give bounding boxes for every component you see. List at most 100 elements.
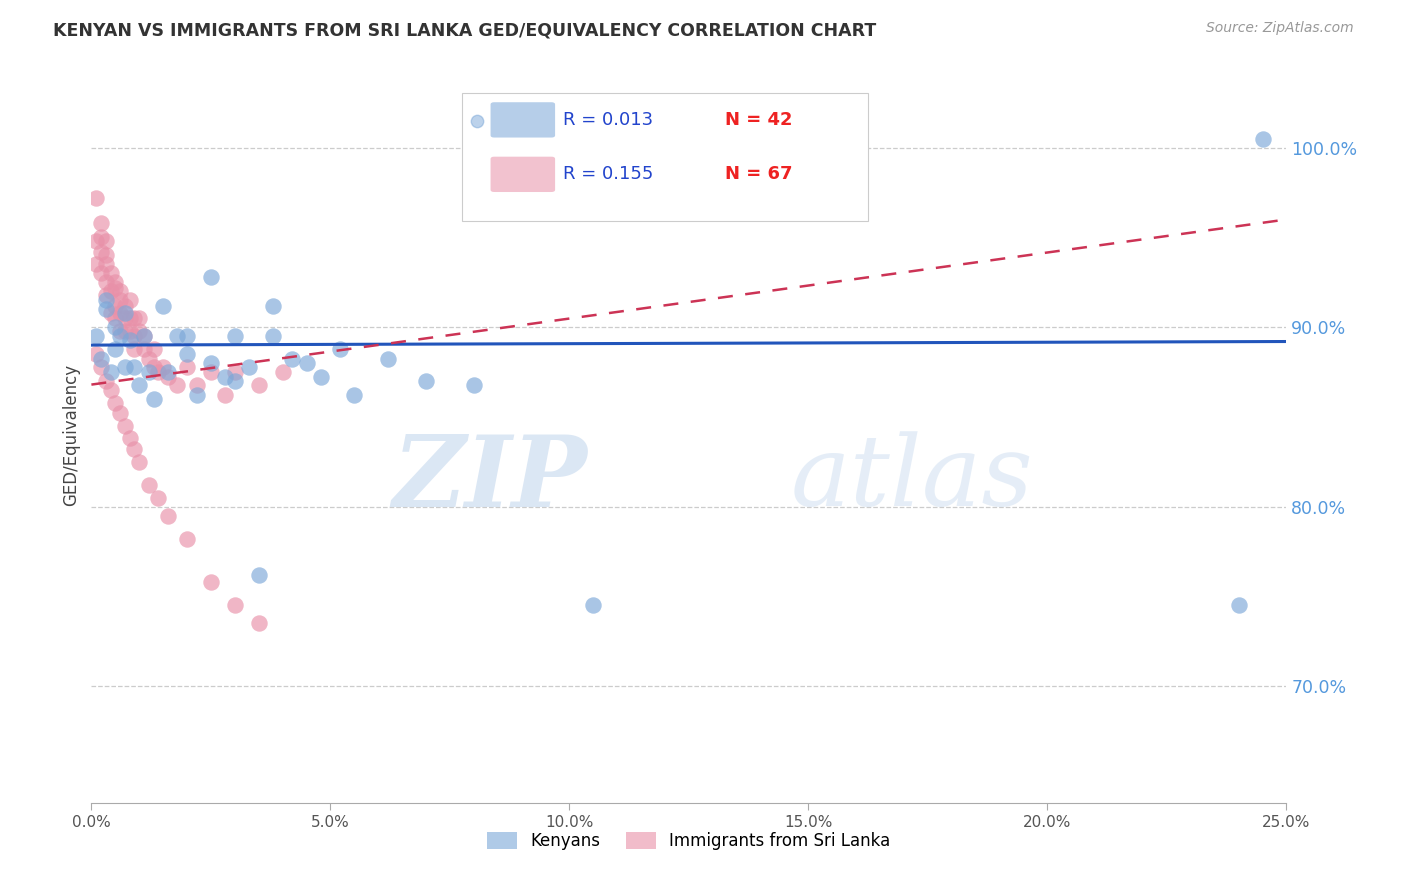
Point [108, 329, 131, 343]
Point [128, 324, 150, 338]
Point [1227, 599, 1250, 613]
Point [84, 234, 107, 248]
Point [104, 342, 127, 356]
Point [156, 508, 179, 523]
Point [100, 266, 122, 280]
Point [148, 365, 170, 379]
Point [118, 324, 141, 338]
Point [84, 257, 107, 271]
Point [200, 574, 222, 589]
Point [247, 377, 270, 392]
Point [176, 347, 198, 361]
Point [114, 299, 136, 313]
Point [200, 365, 222, 379]
FancyBboxPatch shape [491, 157, 555, 192]
Point [114, 306, 136, 320]
Point [108, 324, 131, 338]
Point [377, 352, 399, 367]
Point [118, 333, 141, 347]
Point [90, 266, 112, 280]
Point [132, 329, 155, 343]
Point [124, 329, 146, 343]
Text: N = 67: N = 67 [725, 165, 793, 183]
Point [415, 374, 437, 388]
Text: KENYAN VS IMMIGRANTS FROM SRI LANKA GED/EQUIVALENCY CORRELATION CHART: KENYAN VS IMMIGRANTS FROM SRI LANKA GED/… [53, 21, 877, 39]
Point [224, 365, 246, 379]
Point [90, 359, 112, 374]
Point [104, 299, 127, 313]
Point [124, 442, 146, 457]
Point [138, 478, 160, 492]
Text: R = 0.013: R = 0.013 [564, 111, 654, 128]
Y-axis label: GED/Equivalency: GED/Equivalency [62, 364, 80, 506]
Point [262, 299, 284, 313]
Point [118, 311, 141, 326]
Point [238, 359, 260, 374]
Point [128, 311, 150, 326]
Point [114, 324, 136, 338]
Point [114, 418, 136, 433]
Point [84, 191, 107, 205]
Point [200, 269, 222, 284]
Point [84, 329, 107, 343]
Point [128, 377, 150, 392]
Point [271, 365, 294, 379]
Point [124, 342, 146, 356]
Point [90, 244, 112, 259]
Point [142, 359, 165, 374]
Point [224, 329, 246, 343]
Point [214, 370, 236, 384]
Text: N = 42: N = 42 [725, 111, 793, 128]
Point [152, 299, 174, 313]
Point [90, 230, 112, 244]
Point [100, 306, 122, 320]
Point [1251, 131, 1274, 145]
Point [463, 377, 485, 392]
Point [142, 392, 165, 406]
Point [224, 374, 246, 388]
Point [138, 352, 160, 367]
Point [108, 293, 131, 308]
Point [186, 388, 208, 402]
Point [94, 234, 117, 248]
Point [132, 342, 155, 356]
Point [108, 285, 131, 299]
Point [152, 359, 174, 374]
Point [90, 216, 112, 230]
Point [94, 302, 117, 317]
Point [114, 311, 136, 326]
Point [124, 359, 146, 374]
Point [94, 248, 117, 262]
Point [132, 329, 155, 343]
Point [94, 374, 117, 388]
Point [94, 275, 117, 289]
Point [262, 329, 284, 343]
Point [104, 275, 127, 289]
Point [176, 532, 198, 546]
Point [343, 388, 366, 402]
Point [100, 365, 122, 379]
FancyBboxPatch shape [491, 103, 555, 137]
Point [118, 293, 141, 308]
Point [94, 288, 117, 302]
Text: ZIP: ZIP [392, 431, 588, 527]
Point [100, 383, 122, 397]
Point [114, 359, 136, 374]
Point [104, 320, 127, 334]
Point [295, 356, 318, 370]
Point [214, 388, 236, 402]
Point [104, 280, 127, 294]
Point [104, 311, 127, 326]
Point [156, 370, 179, 384]
Legend: Kenyans, Immigrants from Sri Lanka: Kenyans, Immigrants from Sri Lanka [481, 825, 897, 857]
Point [84, 347, 107, 361]
Point [124, 311, 146, 326]
Point [329, 342, 352, 356]
Point [166, 329, 188, 343]
Point [176, 329, 198, 343]
Point [200, 356, 222, 370]
Text: atlas: atlas [790, 432, 1033, 526]
Text: Source: ZipAtlas.com: Source: ZipAtlas.com [1206, 21, 1354, 36]
Point [224, 599, 246, 613]
Point [281, 352, 304, 367]
